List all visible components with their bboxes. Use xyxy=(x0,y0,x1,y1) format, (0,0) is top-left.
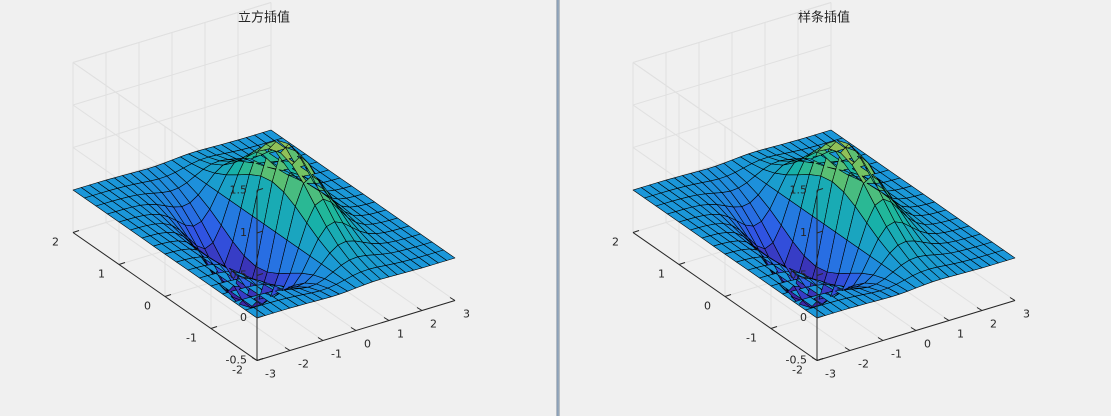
y-tick-mark xyxy=(164,294,172,297)
surface-patch xyxy=(434,249,456,261)
x-tick-mark xyxy=(1009,297,1016,301)
z-tick-label: -0.5 xyxy=(226,354,247,367)
y-tick-label: 0 xyxy=(704,300,711,313)
z-tick-label: 0 xyxy=(800,311,807,324)
x-tick-label: 2 xyxy=(990,318,997,331)
z-tick-mark xyxy=(816,273,824,276)
chart-title: 立方插值 xyxy=(238,10,290,26)
x-tick-label: 0 xyxy=(364,338,371,351)
y-tick-label: -2 xyxy=(792,364,803,377)
z-tick-label: 0.5 xyxy=(790,269,808,282)
y-tick-mark xyxy=(632,230,640,233)
x-tick-mark xyxy=(943,317,950,321)
z-tick-mark xyxy=(816,230,824,234)
x-tick-label: 1 xyxy=(957,328,964,341)
back-wall-grid-line xyxy=(632,44,832,106)
spline-interpolation-chart: 样条插值 -0.5 0 0.5 1 1.5 -2 -1 0 1 2 -3 -2 -1 0 1 2 3 xyxy=(612,2,1030,381)
x-tick-mark xyxy=(910,327,917,331)
z-tick-mark xyxy=(816,188,824,191)
box-edge xyxy=(72,2,272,63)
x-tick-label: -1 xyxy=(891,348,902,361)
y-tick-mark xyxy=(816,358,824,361)
x-tick-label: 0 xyxy=(924,338,931,351)
x-tick-label: 2 xyxy=(430,318,437,331)
x-tick-mark xyxy=(350,327,357,331)
y-tick-mark xyxy=(724,294,732,297)
x-tick-mark xyxy=(844,347,851,351)
x-tick-mark xyxy=(877,337,884,341)
x-tick-mark xyxy=(317,337,324,341)
y-tick-label: 2 xyxy=(612,236,619,249)
z-tick-label: -0.5 xyxy=(786,354,807,367)
z-tick-label: 0.5 xyxy=(230,269,248,282)
y-tick-mark xyxy=(210,326,218,329)
panel-divider[interactable] xyxy=(556,0,560,416)
y-tick-label: 2 xyxy=(52,236,59,249)
surface-patch xyxy=(994,249,1016,261)
x-tick-mark xyxy=(383,317,390,321)
y-tick-mark xyxy=(770,326,778,329)
y-tick-label: 0 xyxy=(144,300,151,313)
z-tick-mark xyxy=(816,315,824,319)
z-tick-mark xyxy=(256,273,264,276)
right-panel: 样条插值 -0.5 0 0.5 1 1.5 -2 -1 0 1 2 -3 -2 -1 0 1 2 3 xyxy=(560,0,1111,416)
z-tick-mark xyxy=(256,188,264,191)
z-tick-label: 1.5 xyxy=(790,184,808,197)
axes: -0.5 0 0.5 1 1.5 -2 -1 0 1 2 -3 -2 -1 0 1 2 3 xyxy=(612,184,1030,381)
z-tick-label: 1 xyxy=(800,226,807,239)
back-wall-grid-line xyxy=(632,87,832,148)
x-tick-mark xyxy=(251,357,258,361)
x-tick-label: 1 xyxy=(397,328,404,341)
x-tick-mark xyxy=(811,357,818,361)
x-tick-mark xyxy=(976,307,983,311)
left-panel: 立方插值 -0.5 0 0.5 1 1.5 -2 -1 0 1 2 -3 -2 -1 0 1 2 3 xyxy=(52,2,470,381)
y-tick-label: 1 xyxy=(98,268,105,281)
y-tick-label: -2 xyxy=(232,364,243,377)
surface-mesh xyxy=(632,129,1016,319)
back-wall-grid-line xyxy=(72,44,272,106)
x-tick-label: -1 xyxy=(331,348,342,361)
y-tick-mark xyxy=(256,358,264,361)
x-tick-label: 3 xyxy=(463,308,470,321)
axes: -0.5 0 0.5 1 1.5 -2 -1 0 1 2 -3 -2 -1 0 1 2 3 xyxy=(52,184,470,381)
z-tick-mark xyxy=(256,315,264,319)
surface-mesh xyxy=(72,129,456,319)
x-tick-mark xyxy=(284,347,291,351)
y-tick-label: -1 xyxy=(746,332,757,345)
x-tick-label: -3 xyxy=(265,368,276,381)
y-tick-label: 1 xyxy=(658,268,665,281)
y-tick-mark xyxy=(678,262,686,265)
x-tick-label: -2 xyxy=(298,358,309,371)
z-tick-mark xyxy=(256,230,264,234)
z-tick-label: 0 xyxy=(240,311,247,324)
y-tick-mark xyxy=(72,230,80,233)
back-wall-grid-line xyxy=(72,87,272,148)
cubic-interpolation-chart: 立方插值 -0.5 0 0.5 1 1.5 -2 -1 0 1 2 -3 -2 -1 0 1 2 3 xyxy=(52,2,470,381)
x-tick-mark xyxy=(416,307,423,311)
box-edge xyxy=(632,2,832,63)
y-tick-label: -1 xyxy=(186,332,197,345)
x-tick-label: -2 xyxy=(858,358,869,371)
z-tick-label: 1.5 xyxy=(230,184,248,197)
x-tick-mark xyxy=(449,297,456,301)
chart-title: 样条插值 xyxy=(798,10,850,26)
y-tick-mark xyxy=(118,262,126,265)
x-tick-label: -3 xyxy=(825,368,836,381)
z-tick-label: 1 xyxy=(240,226,247,239)
x-tick-label: 3 xyxy=(1023,308,1030,321)
